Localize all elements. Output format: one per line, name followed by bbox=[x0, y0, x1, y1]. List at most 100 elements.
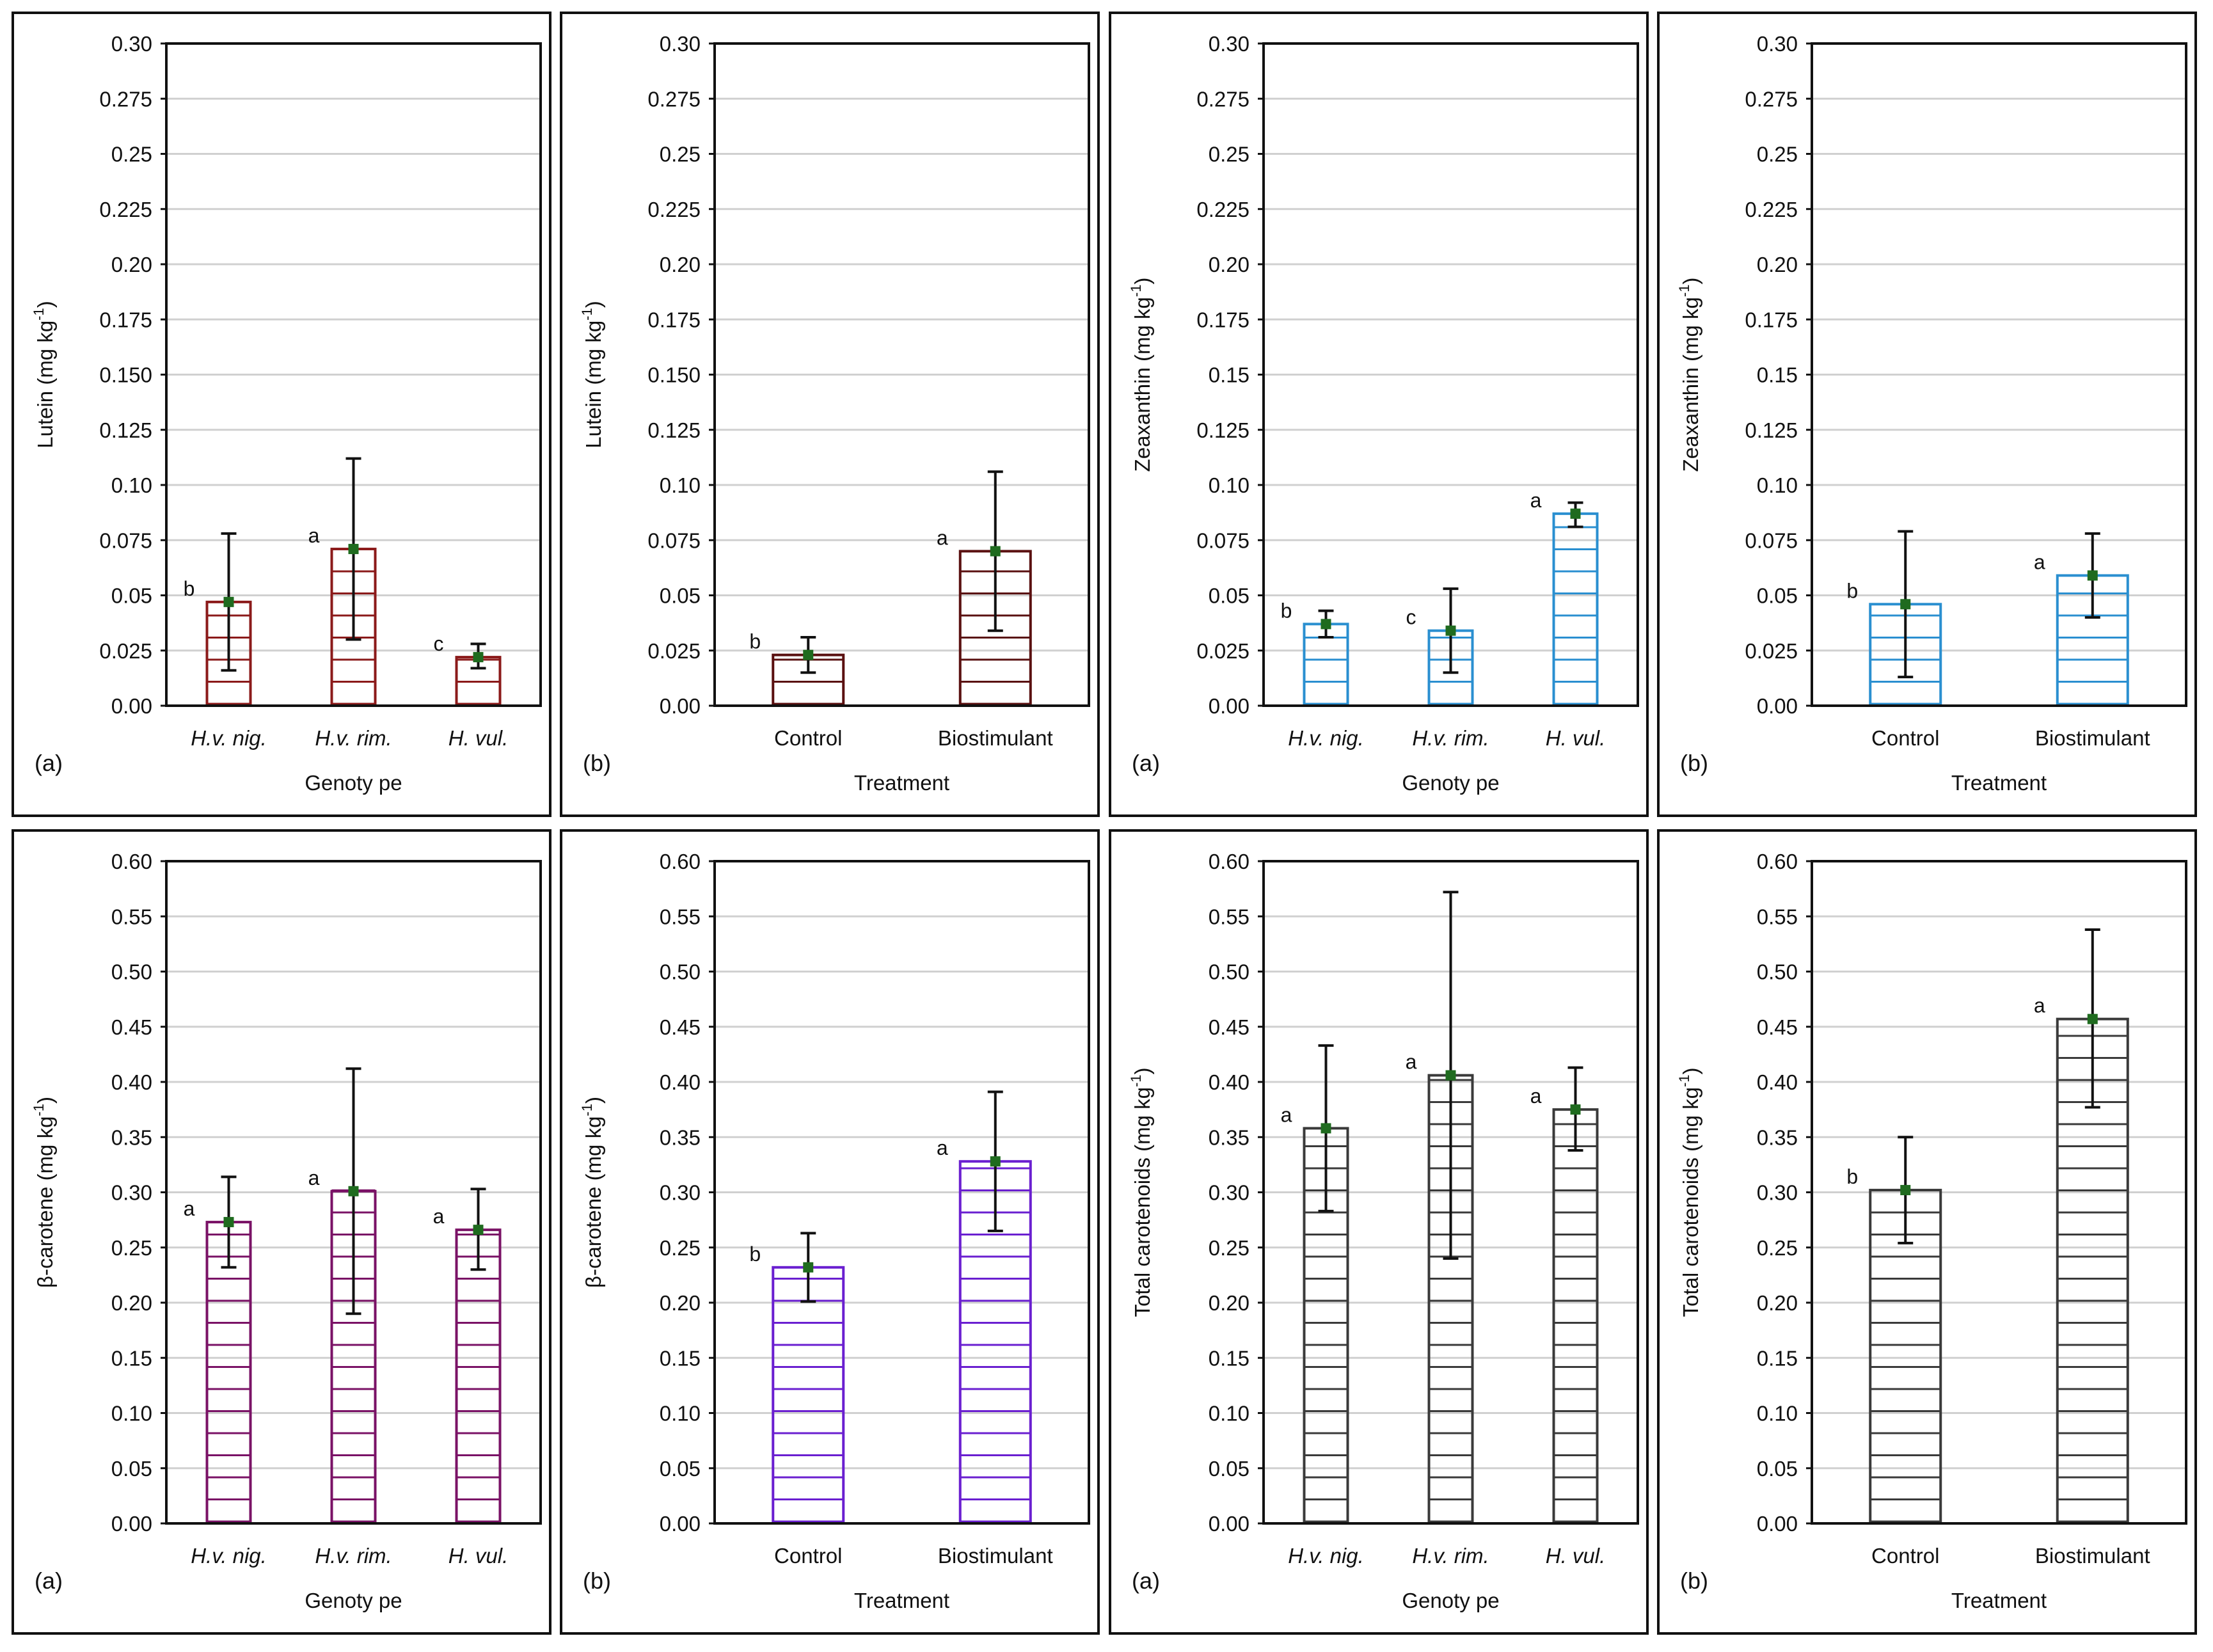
panel-frame bbox=[12, 12, 551, 817]
y-tick-label: 0.15 bbox=[1757, 363, 1798, 387]
x-category-label: H.v. rim. bbox=[1412, 1544, 1489, 1568]
y-axis-label: Zeaxanthin (mg kg-1) bbox=[1128, 278, 1154, 472]
x-axis-label: Treatment bbox=[1951, 771, 2047, 795]
y-tick-label: 0.25 bbox=[1209, 143, 1249, 166]
mean-marker bbox=[348, 544, 359, 555]
y-tick-label: 0.00 bbox=[660, 1512, 701, 1536]
y-tick-label: 0.125 bbox=[1745, 418, 1798, 442]
chart-panel-4: 0.00 0.025 0.05 0.075 0.10 0.125 0.15 0.175 0.20… bbox=[1657, 12, 2197, 817]
bar-2 bbox=[330, 1189, 377, 1525]
significance-letter: c bbox=[1406, 606, 1416, 629]
x-category-label: Biostimulant bbox=[938, 726, 1053, 750]
x-category-label: Biostimulant bbox=[2035, 1544, 2150, 1568]
plot-area bbox=[1262, 42, 1639, 707]
y-tick-label: 0.30 bbox=[1209, 32, 1249, 56]
y-tick-label: 0.50 bbox=[111, 960, 152, 984]
y-tick-label: 0.025 bbox=[1745, 639, 1798, 663]
mean-marker bbox=[1321, 619, 1331, 630]
panel-frame bbox=[1109, 12, 1649, 817]
panel-frame bbox=[1657, 12, 2197, 817]
y-tick-label: 0.15 bbox=[660, 1346, 701, 1370]
x-category-label: H.v. rim. bbox=[315, 1544, 392, 1568]
mean-marker bbox=[1570, 508, 1581, 519]
plot-area bbox=[1262, 860, 1639, 1525]
mean-marker bbox=[1570, 1104, 1581, 1115]
y-tick-label: 0.175 bbox=[647, 308, 701, 331]
y-tick-label: 0.275 bbox=[99, 87, 152, 111]
y-axis-label: Total carotenoids (mg kg-1) bbox=[1128, 1067, 1154, 1317]
y-tick-label: 0.175 bbox=[1745, 308, 1798, 331]
y-tick-label: 0.175 bbox=[1196, 308, 1249, 331]
x-category-label: Control bbox=[774, 726, 842, 750]
significance-letter: a bbox=[1530, 489, 1542, 512]
y-tick-label: 0.25 bbox=[660, 1236, 701, 1260]
panel-frame bbox=[12, 829, 551, 1635]
chart-panel-3: 0.00 0.025 0.05 0.075 0.10 0.125 0.15 0.175 0.20… bbox=[1109, 12, 1649, 817]
x-category-label: H. vul. bbox=[1546, 726, 1606, 750]
significance-letter: a bbox=[1406, 1051, 1417, 1074]
y-tick-label: 0.30 bbox=[111, 1181, 152, 1205]
y-tick-label: 0.00 bbox=[1757, 1512, 1798, 1536]
y-tick-label: 0.60 bbox=[1757, 850, 1798, 873]
significance-letter: a bbox=[184, 1197, 195, 1220]
y-tick-label: 0.10 bbox=[1757, 1402, 1798, 1426]
y-tick-label: 0.00 bbox=[1209, 694, 1249, 718]
panel-frame bbox=[560, 12, 1100, 817]
x-category-label: H.v. rim. bbox=[1412, 726, 1489, 750]
chart-panel-6: 0.00 0.05 0.10 0.15 0.20 0.25 0.30 0.35 0.40 0.45… bbox=[560, 829, 1100, 1635]
y-tick-label: 0.150 bbox=[647, 363, 701, 387]
chart-panel-2: 0.00 0.025 0.05 0.075 0.10 0.125 0.150 0.175 0.2… bbox=[560, 12, 1100, 817]
panel-frame bbox=[1657, 829, 2197, 1635]
y-tick-label: 0.225 bbox=[99, 198, 152, 221]
y-tick-label: 0.20 bbox=[1209, 253, 1249, 276]
y-tick-label: 0.05 bbox=[111, 1457, 152, 1481]
y-tick-label: 0.275 bbox=[1745, 87, 1798, 111]
x-axis-label: Treatment bbox=[1951, 1589, 2047, 1612]
panel-label: (b) bbox=[583, 1568, 611, 1594]
panel-label: (a) bbox=[1132, 1568, 1160, 1594]
y-tick-label: 0.60 bbox=[1209, 850, 1249, 873]
x-category-label: Biostimulant bbox=[938, 1544, 1053, 1568]
y-tick-label: 0.00 bbox=[1757, 694, 1798, 718]
y-tick-label: 0.05 bbox=[111, 584, 152, 608]
y-tick-label: 0.45 bbox=[111, 1015, 152, 1039]
y-tick-label: 0.15 bbox=[111, 1346, 152, 1370]
x-category-label: H. vul. bbox=[448, 726, 509, 750]
significance-letter: a bbox=[1530, 1084, 1542, 1108]
panel-label: (b) bbox=[1680, 750, 1708, 776]
x-category-label: H.v. rim. bbox=[315, 726, 392, 750]
y-tick-label: 0.05 bbox=[660, 1457, 701, 1481]
y-tick-label: 0.35 bbox=[1209, 1125, 1249, 1149]
y-tick-label: 0.025 bbox=[1196, 639, 1249, 663]
chart-panel-7: 0.00 0.05 0.10 0.15 0.20 0.25 0.30 0.35 0.40 0.45… bbox=[1109, 829, 1649, 1635]
x-category-label: Biostimulant bbox=[2035, 726, 2150, 750]
mean-marker bbox=[1445, 625, 1456, 636]
y-tick-label: 0.20 bbox=[660, 1291, 701, 1315]
panel-label: (a) bbox=[35, 1568, 63, 1594]
y-tick-label: 0.05 bbox=[1209, 1457, 1249, 1481]
chart-panel-1: 0.00 0.025 0.05 0.075 0.10 0.125 0.150 0.175 0.2… bbox=[12, 12, 551, 817]
y-tick-label: 0.35 bbox=[1757, 1125, 1798, 1149]
y-tick-label: 0.30 bbox=[1757, 32, 1798, 56]
y-tick-label: 0.10 bbox=[1209, 473, 1249, 497]
mean-marker bbox=[348, 1186, 359, 1196]
x-category-label: H.v. nig. bbox=[1288, 1544, 1364, 1568]
y-tick-label: 0.225 bbox=[647, 198, 701, 221]
significance-letter: b bbox=[184, 577, 195, 600]
y-tick-label: 0.30 bbox=[1209, 1181, 1249, 1205]
y-tick-label: 0.05 bbox=[1757, 584, 1798, 608]
y-tick-label: 0.10 bbox=[1757, 473, 1798, 497]
significance-letter: a bbox=[433, 1205, 445, 1228]
y-tick-label: 0.10 bbox=[1209, 1402, 1249, 1426]
y-tick-label: 0.025 bbox=[99, 639, 152, 663]
y-tick-label: 0.25 bbox=[660, 143, 701, 166]
y-axis-label: β-carotene (mg kg-1) bbox=[31, 1097, 57, 1288]
x-axis-label: Treatment bbox=[854, 771, 949, 795]
y-tick-label: 0.45 bbox=[1757, 1015, 1798, 1039]
y-tick-label: 0.25 bbox=[1757, 1236, 1798, 1260]
mean-marker bbox=[1900, 599, 1911, 610]
y-tick-label: 0.10 bbox=[660, 1402, 701, 1426]
y-tick-label: 0.40 bbox=[111, 1070, 152, 1094]
plot-area bbox=[713, 860, 1090, 1525]
